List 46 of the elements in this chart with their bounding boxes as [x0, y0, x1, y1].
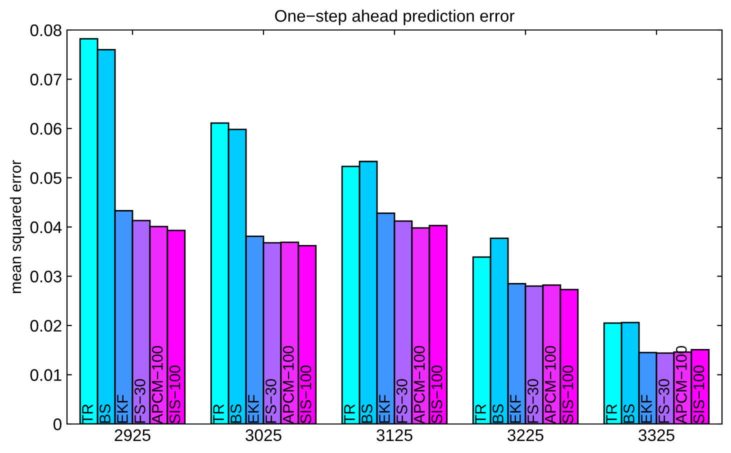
- text: FS−30: [266, 379, 276, 423]
- y-tick-label: 0.03: [30, 270, 62, 282]
- series-label: TR: [82, 404, 93, 424]
- text: BS: [492, 404, 504, 423]
- series-label: FS−30: [134, 379, 146, 423]
- text: EKF: [641, 394, 652, 423]
- x-tick-label: 3125: [376, 429, 412, 442]
- x-tick-label: 3025: [246, 429, 282, 442]
- x-tick-label: 3325: [638, 429, 674, 442]
- series-label: EKF: [117, 394, 128, 423]
- text: TR: [213, 404, 224, 424]
- text: BS: [362, 404, 372, 423]
- y-tick-label: 0.06: [30, 122, 62, 135]
- text: BS: [624, 404, 634, 423]
- text: FS−30: [396, 379, 408, 423]
- x-tick-label: 2925: [114, 429, 150, 442]
- text: TR: [344, 404, 355, 424]
- text: EKF: [379, 394, 390, 423]
- text: APCM−100: [414, 346, 425, 424]
- y-tick-label: 0.08: [30, 24, 62, 36]
- text: FS−30: [658, 379, 670, 423]
- y-tick-label: 0: [54, 418, 62, 430]
- y-tick-label: 0.04: [30, 221, 62, 234]
- text: SIS−100: [300, 366, 312, 424]
- y-tick-label: 0.07: [30, 74, 62, 86]
- text: BS: [230, 404, 242, 423]
- text: EKF: [510, 394, 521, 423]
- series-label: SIS−100: [169, 366, 180, 424]
- y-axis-title: mean squared error: [10, 160, 24, 294]
- text: SIS−100: [693, 366, 704, 424]
- text: SIS−100: [562, 366, 574, 424]
- text: TR: [475, 404, 486, 424]
- series-label: BS: [100, 404, 110, 423]
- text: EKF: [248, 394, 259, 423]
- y-tick-label: 0.02: [30, 320, 62, 332]
- text: TR: [606, 404, 617, 424]
- text: APCM−100: [152, 346, 163, 424]
- text: FS−30: [528, 379, 538, 423]
- y-tick-label: 0.01: [30, 369, 62, 381]
- text: APCM−100: [282, 346, 294, 424]
- chart-title: One−step ahead prediction error: [275, 10, 514, 26]
- text: SIS−100: [431, 366, 442, 424]
- text: APCM−100: [544, 346, 556, 424]
- legend-label: APCM−100: [676, 346, 687, 424]
- y-tick-label: 0.05: [30, 172, 62, 184]
- x-tick-label: 3225: [508, 429, 544, 442]
